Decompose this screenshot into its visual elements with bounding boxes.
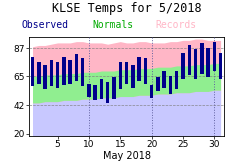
Bar <box>62 57 65 85</box>
Bar <box>155 77 159 91</box>
Bar <box>149 85 153 98</box>
Bar <box>137 57 140 81</box>
Bar <box>143 58 146 84</box>
Bar <box>187 45 190 75</box>
Bar <box>106 83 109 103</box>
Bar <box>162 71 165 88</box>
Text: Records: Records <box>155 20 196 30</box>
Bar <box>112 77 115 99</box>
Bar <box>81 58 84 86</box>
Bar <box>118 62 122 89</box>
Bar <box>43 65 47 89</box>
Bar <box>174 71 178 89</box>
Text: Normals: Normals <box>92 20 133 30</box>
Bar <box>199 43 203 74</box>
Bar <box>130 65 134 88</box>
Bar <box>87 84 90 97</box>
Bar <box>31 57 34 86</box>
Bar <box>56 62 59 88</box>
Bar <box>212 42 215 71</box>
Text: KLSE Temps for 5/2018: KLSE Temps for 5/2018 <box>52 2 200 15</box>
Bar <box>168 76 171 94</box>
Bar <box>124 62 128 84</box>
Bar <box>180 53 184 79</box>
Bar <box>99 79 103 99</box>
Bar <box>68 59 72 84</box>
Bar <box>205 48 209 77</box>
Bar <box>218 53 221 79</box>
Bar <box>37 62 40 84</box>
Bar <box>74 54 78 81</box>
Bar <box>193 49 196 79</box>
X-axis label: May 2018: May 2018 <box>102 151 150 161</box>
Bar <box>93 85 97 100</box>
Text: Observed: Observed <box>22 20 68 30</box>
Bar <box>49 59 53 86</box>
